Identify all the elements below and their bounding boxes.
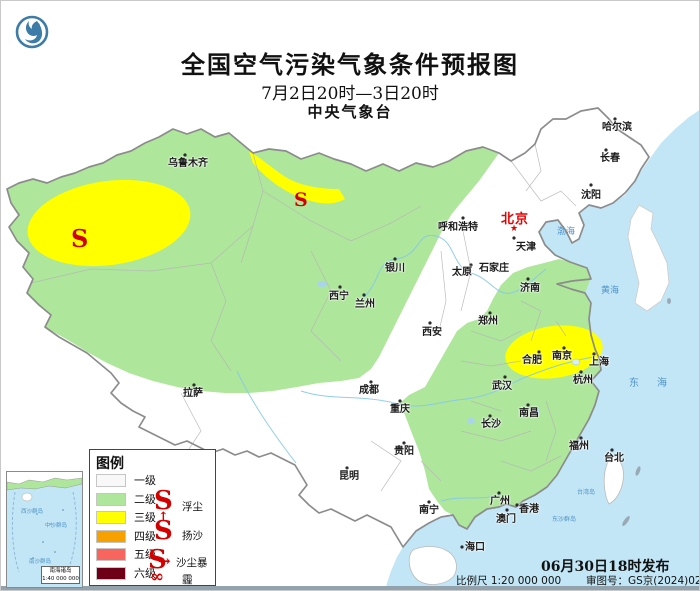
- inset-label-nansha: 南沙群岛: [29, 559, 52, 565]
- city-label-hangzhou: 杭州: [573, 375, 593, 386]
- city-label-hongkong: 香港: [519, 504, 539, 515]
- legend-label-level6: 六级: [134, 567, 156, 580]
- capital-star-icon: ★: [510, 224, 519, 234]
- city-label-kunming: 昆明: [339, 471, 359, 482]
- legend-swatch-level4: [96, 530, 126, 543]
- small-islands: [622, 298, 671, 527]
- city-label-hohhot: 呼和浩特: [438, 222, 478, 233]
- city-label-shanghai: 上海: [589, 357, 609, 368]
- legend-swatch-level6: [96, 567, 126, 580]
- region-level3-delta: [505, 325, 603, 379]
- city-label-changchun: 长春: [600, 153, 620, 164]
- legend-label-level1: 一级: [134, 474, 156, 487]
- blowing-sand-arrow-icon: ↑: [158, 510, 169, 525]
- inset-label-zhongsha: 中沙群岛: [45, 523, 68, 529]
- rivers: [236, 234, 594, 502]
- blowing-sand-icon: S: [154, 516, 173, 546]
- city-label-shenyang: 沈阳: [581, 190, 601, 201]
- city-label-xian: 西安: [422, 327, 442, 338]
- haze-icon: ∞: [150, 567, 165, 587]
- city-label-chongqing: 重庆: [390, 404, 410, 415]
- map-approval-number: 审图号：GS京(2024)0236号: [586, 575, 699, 587]
- city-label-jinan: 济南: [520, 283, 540, 294]
- city-label-nanning: 南宁: [419, 505, 439, 516]
- city-label-xining: 西宁: [329, 291, 349, 302]
- city-label-chengdu: 成都: [359, 385, 379, 396]
- city-label-taiyuan: 太原: [452, 267, 472, 278]
- inset-scale: 1:40 000 000: [42, 576, 79, 582]
- legend-swatch-level3: [96, 511, 126, 524]
- legend-label-shachenbao: 沙尘暴: [176, 557, 208, 569]
- cma-logo-icon: [15, 15, 49, 49]
- legend-swatch-level1: [96, 474, 126, 487]
- taiwan-island: [603, 455, 624, 505]
- legend-label-yangsha: 扬沙: [182, 530, 203, 542]
- city-label-urumqi: 乌鲁木齐: [168, 158, 208, 169]
- city-label-changsha: 长沙: [481, 419, 501, 430]
- city-label-haikou: 海口: [465, 542, 485, 553]
- legend-label-fuchen: 浮尘: [182, 501, 203, 513]
- legend-swatch-level5: [96, 548, 126, 561]
- city-label-guangzhou: 广州: [490, 496, 510, 507]
- sea-label-dongsha: 东沙群岛: [552, 516, 577, 523]
- lakes: [317, 281, 581, 424]
- city-label-guiyang: 贵阳: [394, 446, 414, 457]
- legend-label-level3: 三级: [134, 511, 156, 524]
- inset-map-canvas: [7, 472, 82, 578]
- city-label-shijiazhuang: 石家庄: [479, 263, 509, 274]
- region-level3-tarim: [27, 179, 191, 267]
- korea-landmass: [627, 204, 670, 312]
- inset-label-xisha: 西沙群岛: [21, 509, 44, 515]
- city-label-lhasa: 拉萨: [183, 388, 203, 399]
- legend-label-mai: 霾: [182, 574, 193, 586]
- legend-swatch-level2: [96, 493, 126, 506]
- legend-label-level5: 五级: [134, 548, 156, 561]
- forecast-period: 7月2日20时—3日20时: [261, 84, 439, 104]
- city-label-tianjin: 天津: [516, 242, 536, 253]
- south-china-sea-inset: 西沙群岛 中沙群岛 南沙群岛 南海诸岛 1:40 000 000: [6, 471, 83, 588]
- dust-symbol-northborder: S: [294, 189, 308, 211]
- city-label-beijing: 北京: [500, 212, 530, 227]
- bottom-edge-strip: [1, 586, 699, 590]
- publish-time: 06月30日18时发布: [541, 559, 670, 575]
- city-label-nanjing: 南京: [552, 351, 572, 362]
- city-label-hefei: 合肥: [522, 355, 542, 366]
- city-label-lanzhou: 兰州: [355, 299, 375, 310]
- region-level3-northborder: [249, 151, 345, 204]
- sea-label-yellowsea: 黄海: [601, 286, 620, 296]
- page-title: 全国空气污染气象条件预报图: [181, 50, 519, 79]
- hainan-island: [408, 546, 457, 585]
- legend-title: 图例: [96, 456, 124, 472]
- agency-name: 中央气象台: [307, 103, 393, 121]
- sandstorm-arrow-icon: →: [158, 552, 171, 570]
- national-border: [6, 107, 650, 548]
- inset-title: 南海诸岛: [49, 568, 72, 574]
- city-label-zhengzhou: 郑州: [478, 316, 498, 327]
- sea-label-eastsea: 东海: [629, 378, 685, 389]
- sea-label-bohai: 渤海: [557, 227, 576, 237]
- city-dots: [183, 117, 617, 549]
- inset-scale-box: 南海诸岛 1:40 000 000: [41, 566, 80, 584]
- map-scale: 比例尺 1:20 000 000: [456, 575, 562, 587]
- legend-label-level2: 二级: [134, 493, 156, 506]
- floating-dust-icon: S: [154, 486, 173, 516]
- city-label-nanchang: 南昌: [519, 408, 539, 419]
- city-label-fuzhou: 福州: [569, 441, 589, 452]
- city-label-taipei: 台北: [604, 453, 624, 464]
- city-label-harbin: 哈尔滨: [602, 122, 632, 133]
- legend-panel: 图例 一级 二级 三级 四级 五级 六级 S 浮尘 S ↑ 扬沙: [89, 449, 216, 586]
- city-label-wuhan: 武汉: [492, 381, 512, 392]
- dust-symbol-tarim: S: [71, 224, 89, 253]
- city-label-yinchuan: 银川: [385, 263, 405, 274]
- city-label-macau: 澳门: [496, 514, 516, 525]
- sandstorm-icon: S: [148, 545, 167, 575]
- legend-label-level4: 四级: [134, 530, 156, 543]
- sea-label-taiwandao: 台湾岛: [577, 489, 596, 496]
